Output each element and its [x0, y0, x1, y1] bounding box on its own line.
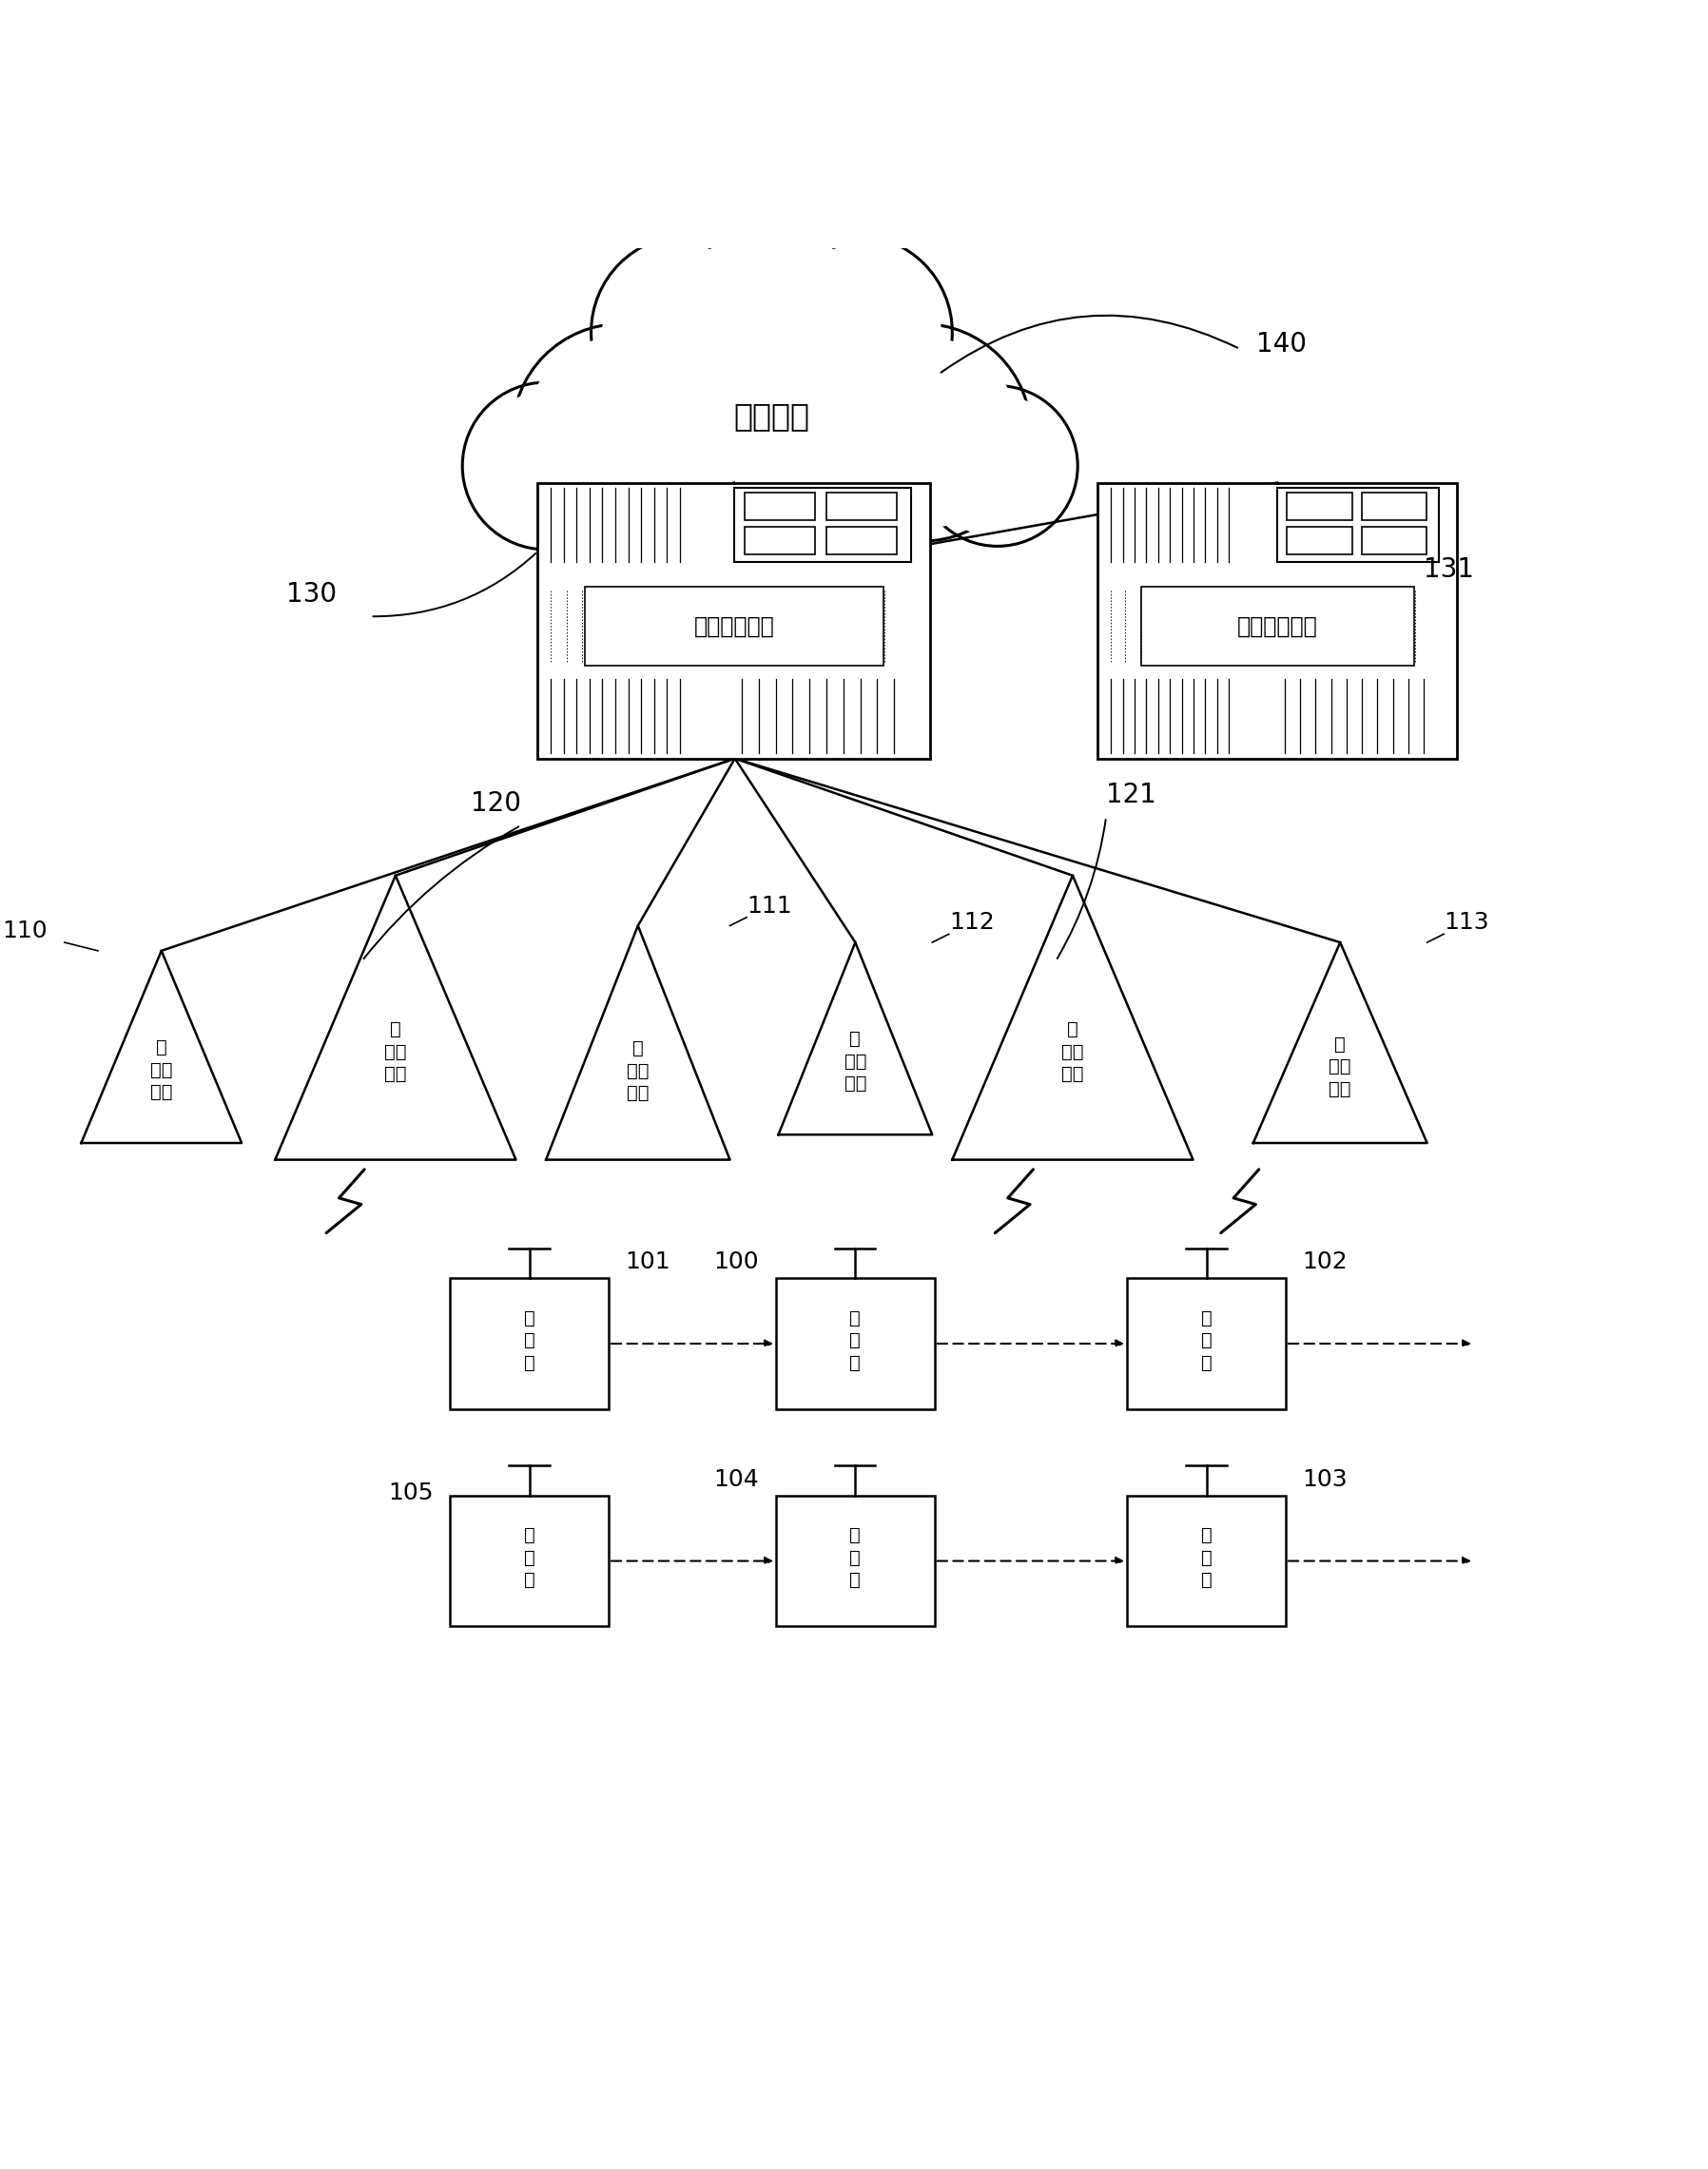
FancyBboxPatch shape	[1141, 588, 1414, 666]
Text: 微
小区
基站: 微 小区 基站	[844, 1030, 866, 1093]
FancyBboxPatch shape	[745, 527, 815, 555]
FancyBboxPatch shape	[1288, 492, 1351, 521]
Text: 微
小区
基站: 微 小区 基站	[627, 1039, 649, 1102]
FancyBboxPatch shape	[775, 1497, 934, 1627]
Text: 信道分配中心: 信道分配中心	[693, 614, 774, 638]
Text: 移
动
站: 移 动 站	[524, 1527, 535, 1590]
Text: 移
动
站: 移 动 站	[1201, 1308, 1213, 1371]
Text: 104: 104	[714, 1468, 758, 1490]
Circle shape	[927, 395, 1068, 536]
Circle shape	[639, 291, 888, 540]
Text: 移
动
站: 移 动 站	[524, 1308, 535, 1371]
Circle shape	[603, 247, 774, 416]
Text: 信道分配中心: 信道分配中心	[1237, 614, 1319, 638]
Text: 130: 130	[287, 581, 336, 607]
Circle shape	[758, 234, 953, 429]
Text: 121: 121	[1107, 783, 1156, 809]
Polygon shape	[1254, 941, 1428, 1143]
Text: 140: 140	[1257, 330, 1307, 358]
FancyBboxPatch shape	[1278, 488, 1440, 562]
Text: 100: 100	[714, 1252, 758, 1273]
Circle shape	[917, 386, 1078, 547]
Circle shape	[473, 393, 620, 540]
Circle shape	[770, 247, 941, 416]
Circle shape	[463, 382, 630, 549]
Text: 105: 105	[388, 1481, 434, 1503]
Text: 宏
小区
基站: 宏 小区 基站	[384, 1019, 407, 1082]
FancyBboxPatch shape	[584, 588, 883, 666]
Polygon shape	[82, 950, 241, 1143]
Text: 110: 110	[2, 920, 48, 941]
Text: 微
小区
基站: 微 小区 基站	[1329, 1035, 1351, 1098]
FancyBboxPatch shape	[827, 492, 897, 521]
Text: 120: 120	[470, 790, 521, 818]
FancyBboxPatch shape	[1127, 1497, 1286, 1627]
FancyBboxPatch shape	[775, 1278, 934, 1410]
Text: 113: 113	[1443, 911, 1489, 935]
Text: 微
小区
基站: 微 小区 基站	[150, 1039, 173, 1102]
FancyBboxPatch shape	[827, 527, 897, 555]
Polygon shape	[779, 941, 933, 1134]
Circle shape	[526, 336, 717, 527]
Circle shape	[692, 219, 852, 380]
Circle shape	[512, 323, 729, 542]
Text: 移
动
站: 移 动 站	[849, 1527, 861, 1590]
Polygon shape	[547, 926, 729, 1160]
Text: 111: 111	[746, 894, 793, 917]
Text: 移
动
站: 移 动 站	[849, 1308, 861, 1371]
FancyBboxPatch shape	[1127, 1278, 1286, 1410]
FancyBboxPatch shape	[1098, 484, 1457, 759]
FancyBboxPatch shape	[449, 1278, 608, 1410]
FancyBboxPatch shape	[1361, 492, 1426, 521]
FancyBboxPatch shape	[449, 1497, 608, 1627]
FancyBboxPatch shape	[1361, 527, 1426, 555]
FancyBboxPatch shape	[1288, 527, 1351, 555]
FancyBboxPatch shape	[734, 488, 910, 562]
Polygon shape	[953, 876, 1192, 1160]
Text: 101: 101	[625, 1252, 671, 1273]
Text: 宏
小区
基站: 宏 小区 基站	[1061, 1019, 1085, 1082]
FancyBboxPatch shape	[538, 484, 931, 759]
Text: 移
动
站: 移 动 站	[1201, 1527, 1213, 1590]
Circle shape	[700, 228, 842, 369]
Text: 112: 112	[950, 911, 994, 935]
FancyBboxPatch shape	[745, 492, 815, 521]
Text: 103: 103	[1303, 1468, 1348, 1490]
Text: 102: 102	[1303, 1252, 1348, 1273]
Circle shape	[813, 323, 1032, 542]
Text: 外部网络: 外部网络	[734, 399, 810, 432]
Text: 131: 131	[1424, 555, 1474, 583]
Polygon shape	[275, 876, 516, 1160]
Circle shape	[622, 273, 905, 557]
Circle shape	[827, 336, 1018, 527]
Circle shape	[591, 234, 786, 429]
